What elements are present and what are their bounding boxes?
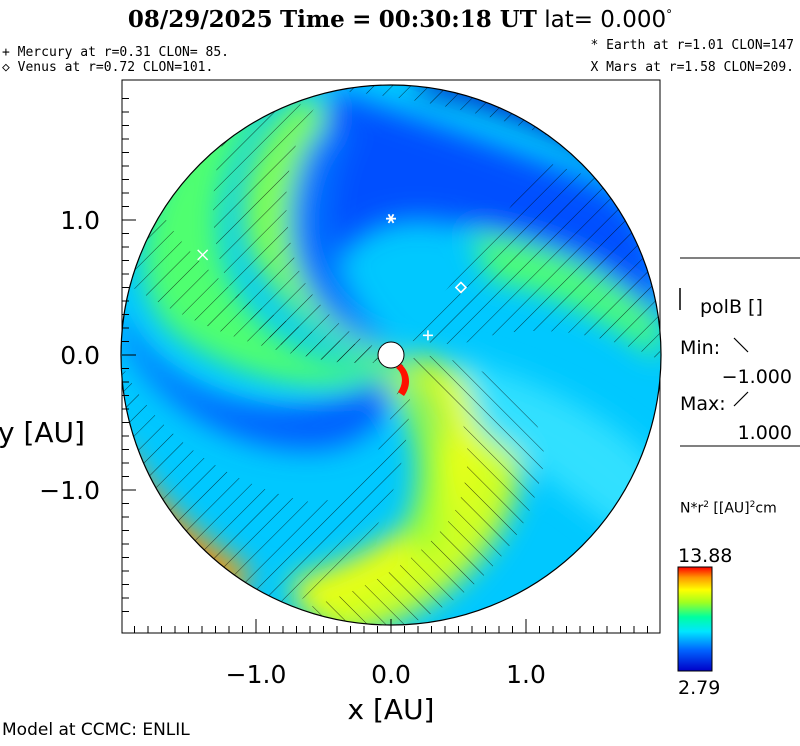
title-lat-value: 0.000 [600, 7, 667, 33]
mars-text: Mars at r=1.58 CLON=209. [606, 60, 794, 75]
y-axis-label: y [AU] [0, 416, 85, 449]
y-ticks [122, 98, 136, 612]
mars-symbol: X [590, 60, 599, 75]
cb-title-units-tail: cm [755, 500, 777, 517]
colorbar-min: 2.79 [678, 677, 720, 699]
max-hatch-icon [733, 391, 749, 407]
earth-symbol: * [590, 38, 599, 53]
mercury-marker [422, 330, 433, 341]
earth-marker-ray [387, 213, 395, 224]
polarity-min-label: Min: [680, 337, 720, 359]
legend-venus: ◇ Venus at r=0.72 CLON=101. [2, 60, 213, 75]
earth-marker [386, 213, 396, 224]
x-tick-label: −1.0 [226, 660, 287, 689]
x-tick-label: 0.0 [371, 660, 411, 689]
mercury-symbol: + [2, 45, 10, 60]
y-tick-label: 1.0 [60, 206, 100, 235]
title-time: 00:30:18 UT [378, 6, 537, 33]
venus-symbol: ◇ [2, 60, 10, 75]
colorbar-title: N*r2 [[AU]2cm [680, 500, 777, 517]
title-lat-label: lat= [544, 7, 593, 33]
polarity-max-value: 1.000 [738, 422, 792, 444]
colorbar [677, 566, 713, 672]
x-tick-labels: −1.0 0.0 1.0 [226, 660, 546, 689]
y-tick-labels: −1.0 0.0 1.0 [39, 206, 100, 505]
cb-title-units-sup: 2 [749, 500, 756, 510]
cb-title-units: [[AU] [713, 500, 750, 517]
y-tick-label: 0.0 [60, 341, 100, 370]
mars-marker [197, 249, 209, 261]
title-date: 08/29/2025 [127, 6, 273, 33]
sun-red-streak [396, 364, 410, 396]
polarity-label: polB [] [700, 296, 763, 318]
venus-marker [454, 281, 468, 294]
colorbar-max: 13.88 [678, 545, 732, 567]
y-tick-label: −1.0 [39, 476, 100, 505]
x-tick-label: 1.0 [506, 660, 546, 689]
min-hatch-icon [733, 337, 749, 353]
earth-text: Earth at r=1.01 CLON=147 [606, 38, 794, 53]
cb-title-sup: 2 [703, 500, 709, 510]
polarity-max-label: Max: [680, 393, 726, 415]
density-field [121, 85, 661, 625]
x-axis-label: x [AU] [348, 693, 435, 726]
sun-inner-boundary [377, 341, 405, 369]
legend-mercury: + Mercury at r=0.31 CLON= 85. [2, 45, 229, 60]
mars-marker-b [197, 249, 209, 261]
legend-mars: X Mars at r=1.58 CLON=209. [591, 60, 795, 75]
legend-earth: * Earth at r=1.01 CLON=147 [591, 38, 795, 53]
title-lat-unit: ° [666, 7, 673, 22]
mercury-text: Mercury at r=0.31 CLON= 85. [17, 45, 229, 60]
x-ticks [134, 619, 648, 633]
polarity-min-value: −1.000 [722, 366, 792, 388]
model-credit: Model at CCMC: ENLIL [2, 720, 190, 740]
cb-title-main: N*r [680, 500, 704, 517]
venus-text: Venus at r=0.72 CLON=101. [17, 60, 214, 75]
planet-markers [197, 213, 468, 341]
plot-title: 08/29/2025 Time = 00:30:18 UT lat= 0.000… [127, 6, 673, 33]
title-time-label: Time [279, 6, 345, 33]
